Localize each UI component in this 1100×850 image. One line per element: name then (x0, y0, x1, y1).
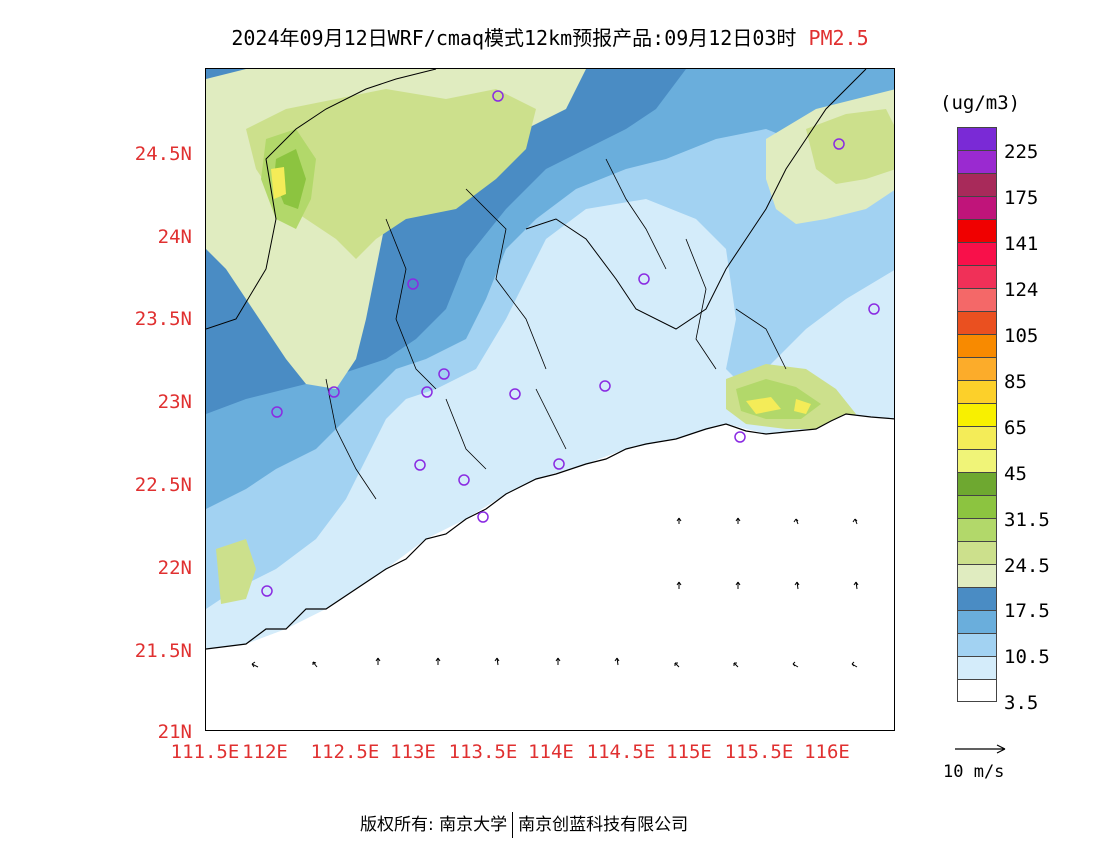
wind-reference-label: 10 m/s (943, 762, 1005, 782)
colorbar-swatch (957, 357, 997, 380)
colorbar-label: 225 (1004, 141, 1039, 163)
concentration-field-sw (216, 539, 256, 604)
copyright-right: 南京创蓝科技有限公司 (518, 815, 689, 835)
y-tick-label: 24.5N (134, 143, 192, 165)
station-marker (734, 431, 746, 443)
variable-label: PM2.5 (808, 26, 869, 50)
colorbar-swatch (957, 334, 997, 357)
colorbar-label: 141 (1004, 233, 1039, 255)
y-tick-label: 24N (157, 226, 192, 248)
colorbar-label: 45 (1004, 463, 1027, 485)
colorbar-swatch (957, 196, 997, 219)
colorbar-label: 65 (1004, 417, 1027, 439)
map-canvas (206, 69, 894, 730)
chart-title: 2024年09月12日WRF/cmaq模式12km预报产品:09月12日03时 P… (0, 22, 1100, 51)
x-tick-label: 115.5E (724, 741, 794, 763)
station-marker (477, 511, 489, 523)
concentration-field-yellow (271, 167, 286, 199)
copyright-footer: 版权所有: 南京大学 南京创蓝科技有限公司 (360, 810, 688, 838)
footer-separator (512, 812, 514, 838)
x-tick-label: 112.5E (310, 741, 380, 763)
y-tick-label: 23N (157, 391, 192, 413)
colorbar-swatch (957, 380, 997, 403)
station-markers (261, 90, 880, 597)
colorbar-swatch (957, 679, 997, 702)
colorbar-swatch (957, 610, 997, 633)
colorbar-label: 105 (1004, 325, 1039, 347)
station-marker (328, 386, 340, 398)
station-marker (421, 386, 433, 398)
colorbar-label: 175 (1004, 187, 1039, 209)
copyright-left: 版权所有: 南京大学 (360, 815, 508, 835)
title-text: 2024年09月12日WRF/cmaq模式12km预报产品:09月12日03时 (231, 26, 797, 50)
station-marker (492, 90, 504, 102)
y-tick-label: 21N (157, 721, 192, 743)
x-tick-label: 116E (804, 741, 850, 763)
colorbar-label: 24.5 (1004, 555, 1050, 577)
colorbar-unit: (ug/m3) (940, 92, 1021, 114)
station-marker (638, 273, 650, 285)
colorbar-swatch (957, 426, 997, 449)
x-tick-label: 111.5E (170, 741, 240, 763)
colorbar-swatch (957, 150, 997, 173)
x-tick-label: 115E (666, 741, 712, 763)
station-marker (509, 388, 521, 400)
wind-arrows (251, 517, 859, 668)
concentration-field-ne-green (806, 109, 894, 184)
colorbar-swatch (957, 633, 997, 656)
wind-reference-arrow (955, 744, 1006, 754)
station-marker (833, 138, 845, 150)
colorbar-label: 124 (1004, 279, 1039, 301)
colorbar-swatch (957, 541, 997, 564)
concentration-field-coast-yellow (746, 397, 811, 414)
colorbar-swatch (957, 587, 997, 610)
province-border (206, 69, 867, 330)
x-tick-label: 114E (528, 741, 574, 763)
colorbar-swatch (957, 311, 997, 334)
x-tick-label: 113E (390, 741, 436, 763)
station-marker (407, 278, 419, 290)
station-marker (438, 368, 450, 380)
station-marker (553, 458, 565, 470)
sea-area (206, 414, 894, 730)
colorbar-swatch (957, 449, 997, 472)
colorbar-swatch (957, 288, 997, 311)
station-marker (868, 303, 880, 315)
station-marker (261, 585, 273, 597)
x-tick-label: 114.5E (586, 741, 656, 763)
y-tick-label: 21.5N (134, 640, 192, 662)
colorbar-swatch (957, 127, 997, 150)
pm25-forecast-map[interactable] (205, 68, 895, 731)
colorbar-swatch (957, 173, 997, 196)
station-marker (414, 459, 426, 471)
county-borders (325, 158, 787, 500)
colorbar-swatch (957, 518, 997, 541)
colorbar-swatch (957, 219, 997, 242)
colorbar-label: 17.5 (1004, 600, 1050, 622)
y-tick-label: 23.5N (134, 308, 192, 330)
colorbar-label: 31.5 (1004, 509, 1050, 531)
colorbar-swatch (957, 403, 997, 426)
station-marker (458, 474, 470, 486)
station-marker (271, 406, 283, 418)
colorbar-label: 3.5 (1004, 692, 1039, 714)
x-tick-label: 113.5E (448, 741, 518, 763)
colorbar-swatch (957, 265, 997, 288)
x-tick-label: 112E (242, 741, 288, 763)
y-tick-label: 22.5N (134, 474, 192, 496)
colorbar-label: 85 (1004, 371, 1027, 393)
colorbar-swatch (957, 242, 997, 265)
coastline (206, 413, 894, 650)
colorbar-swatch (957, 656, 997, 679)
colorbar-label: 10.5 (1004, 646, 1050, 668)
concentration-field-lightgreen (246, 89, 536, 259)
colorbar-swatch (957, 495, 997, 518)
y-tick-label: 22N (157, 557, 192, 579)
colorbar-swatch (957, 472, 997, 495)
colorbar (957, 127, 997, 702)
station-marker (599, 380, 611, 392)
colorbar-swatch (957, 564, 997, 587)
